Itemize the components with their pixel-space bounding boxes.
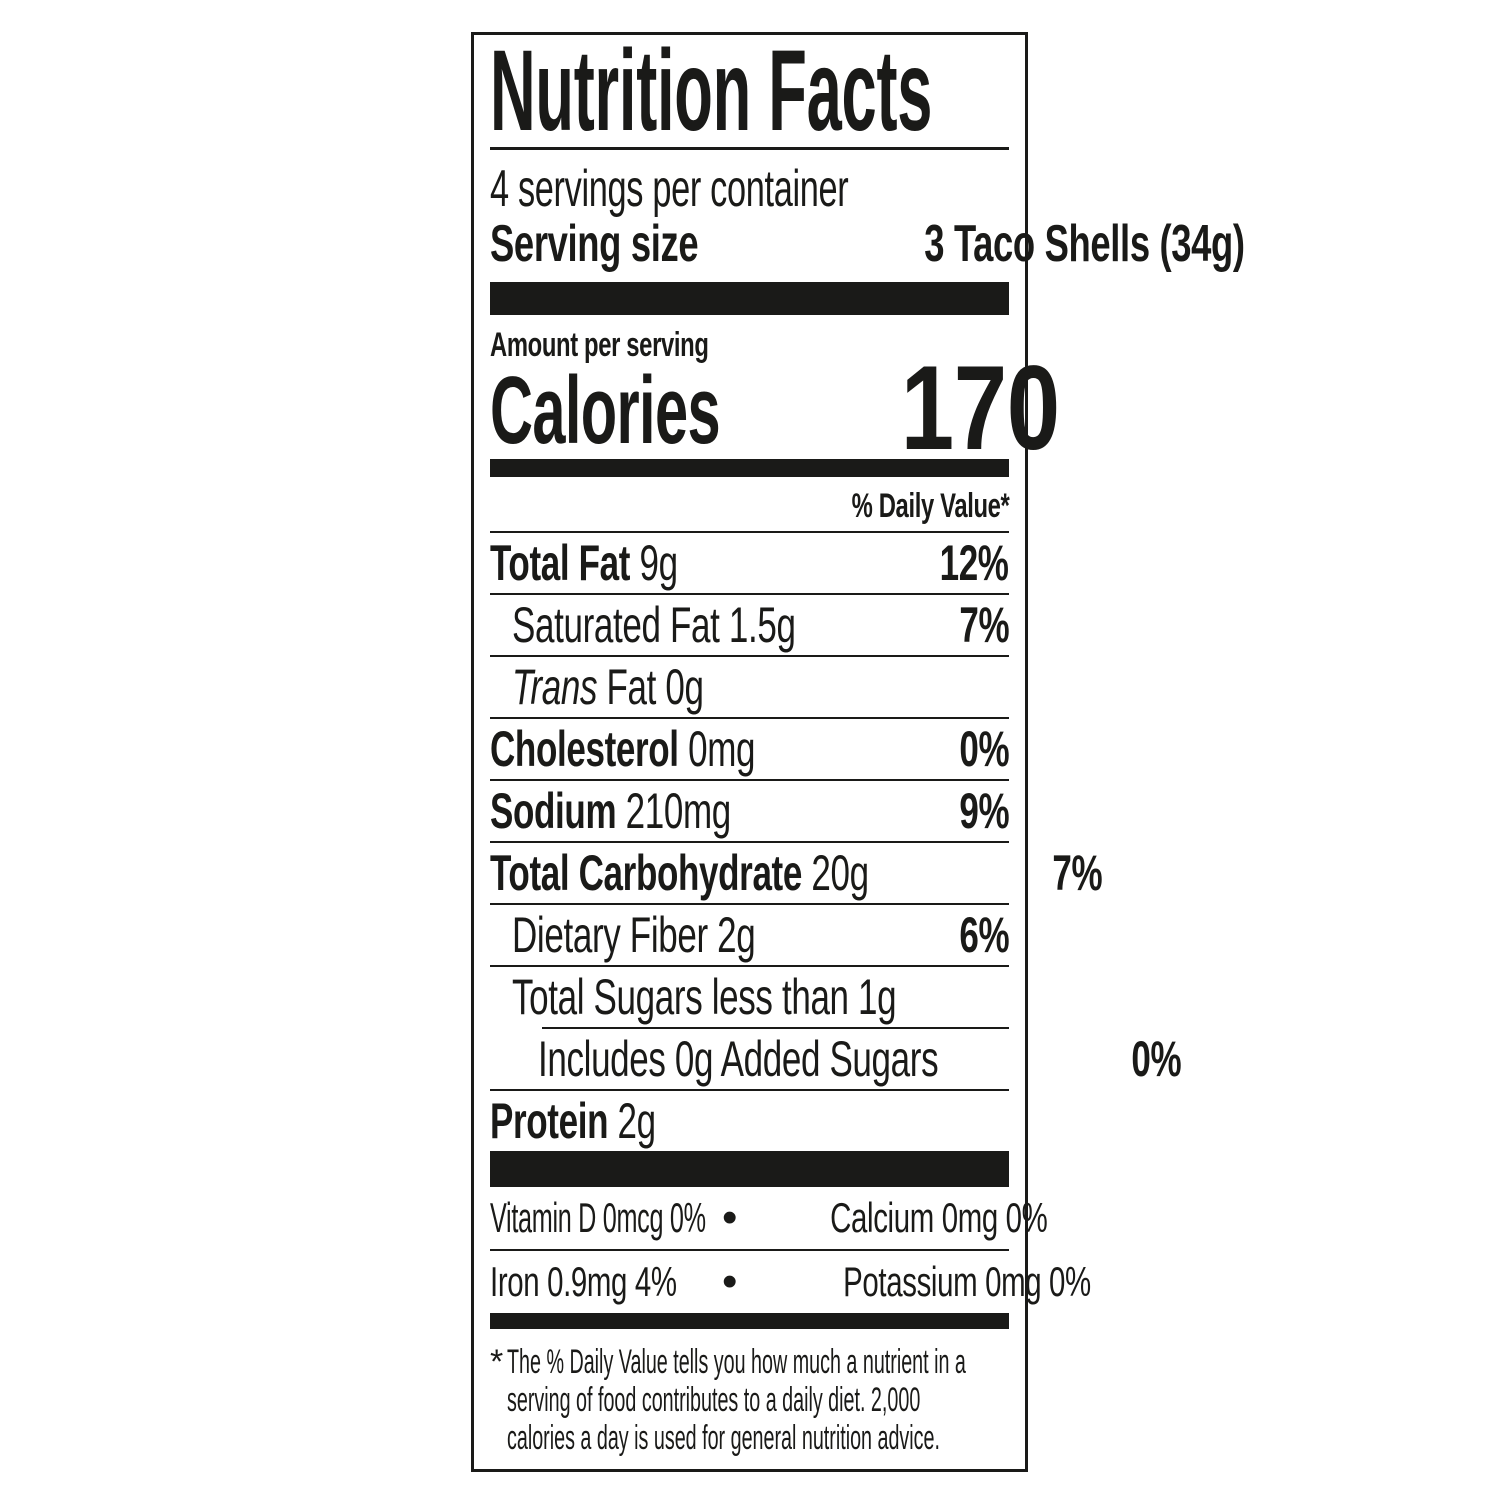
calories-value: 170 <box>900 341 1060 475</box>
calories-row: Calories 170 <box>490 348 1060 468</box>
nutrition-facts-label: Nutrition Facts 4 servings per container… <box>471 27 1246 1472</box>
dv-dietary-fiber: 6% <box>959 907 1009 963</box>
nutrient-row-total-sugars: Total Sugars less than 1g <box>512 969 897 1025</box>
vitamin-d-value: Vitamin D 0mcg 0% <box>490 1194 706 1241</box>
label-title-text: Nutrition Facts <box>490 27 933 155</box>
nutrient-row-dietary-fiber: Dietary Fiber 2g 6% <box>512 907 1009 963</box>
bullet-separator: • <box>722 1257 738 1306</box>
divider-indented <box>542 1027 1009 1029</box>
nutrient-row-total-carbohydrate: Total Carbohydrate 20g 7% <box>490 845 1103 901</box>
iron-value: Iron 0.9mg 4% <box>490 1258 677 1305</box>
amount-per-serving: Amount per serving <box>490 326 709 364</box>
footnote-line-2: serving of food contributes to a daily d… <box>507 1381 921 1419</box>
nutrient-row-added-sugars: Includes 0g Added Sugars 0% <box>538 1031 1182 1087</box>
divider <box>490 531 1009 533</box>
serving-size-value: 3 Taco Shells (34g) <box>924 215 1246 273</box>
dv-cholesterol: 0% <box>959 721 1009 777</box>
dv-sodium: 9% <box>959 783 1009 839</box>
divider <box>490 841 1009 843</box>
dv-total-fat: 12% <box>939 535 1009 591</box>
nutrient-row-sodium: Sodium 210mg 9% <box>490 783 1009 839</box>
micronutrient-row-2: Iron 0.9mg 4% • Potassium 0mg 0% <box>490 1251 1092 1313</box>
divider <box>490 717 1009 719</box>
serving-size-label: Serving size <box>490 215 699 273</box>
nutrient-row-protein: Protein 2g <box>490 1093 656 1149</box>
divider <box>490 965 1009 967</box>
divider <box>490 779 1009 781</box>
thick-bar-protein <box>490 1151 1009 1187</box>
divider <box>490 655 1009 657</box>
divider <box>490 593 1009 595</box>
footnote-line-3: calories a day is used for general nutri… <box>507 1419 940 1457</box>
title-divider <box>490 147 1009 150</box>
dv-total-carbohydrate: 7% <box>1052 845 1103 901</box>
thick-bar-top <box>490 282 1009 315</box>
servings-per-container: 4 servings per container <box>490 160 849 218</box>
divider <box>490 1089 1009 1091</box>
thick-bar-footnote <box>490 1313 1009 1329</box>
thick-bar-calories <box>490 459 1009 477</box>
nutrient-row-trans-fat: Trans Fat 0g <box>512 659 704 715</box>
footnote-line-1: The % Daily Value tells you how much a n… <box>507 1343 966 1381</box>
nutrient-row-total-fat: Total Fat 9g 12% <box>490 535 1009 591</box>
daily-value-header: % Daily Value* <box>851 487 1009 525</box>
bullet-separator: • <box>722 1193 738 1242</box>
divider <box>490 1249 1009 1251</box>
serving-size-row: Serving size 3 Taco Shells (34g) <box>490 215 1246 273</box>
nutrient-row-saturated-fat: Saturated Fat 1.5g 7% <box>512 597 1009 653</box>
calories-label: Calories <box>490 357 721 464</box>
divider <box>490 903 1009 905</box>
micronutrient-row-1: Vitamin D 0mcg 0% • Calcium 0mg 0% <box>490 1187 1048 1249</box>
calcium-value: Calcium 0mg 0% <box>830 1194 1049 1241</box>
footnote-asterisk: * <box>490 1343 504 1381</box>
dv-added-sugars: 0% <box>1131 1031 1182 1087</box>
daily-value-footnote: * The % Daily Value tells you how much a… <box>490 1329 1009 1457</box>
nutrient-row-cholesterol: Cholesterol 0mg 0% <box>490 721 1009 777</box>
dv-saturated-fat: 7% <box>959 597 1009 653</box>
potassium-value: Potassium 0mg 0% <box>843 1258 1092 1305</box>
label-title: Nutrition Facts <box>490 27 1009 155</box>
